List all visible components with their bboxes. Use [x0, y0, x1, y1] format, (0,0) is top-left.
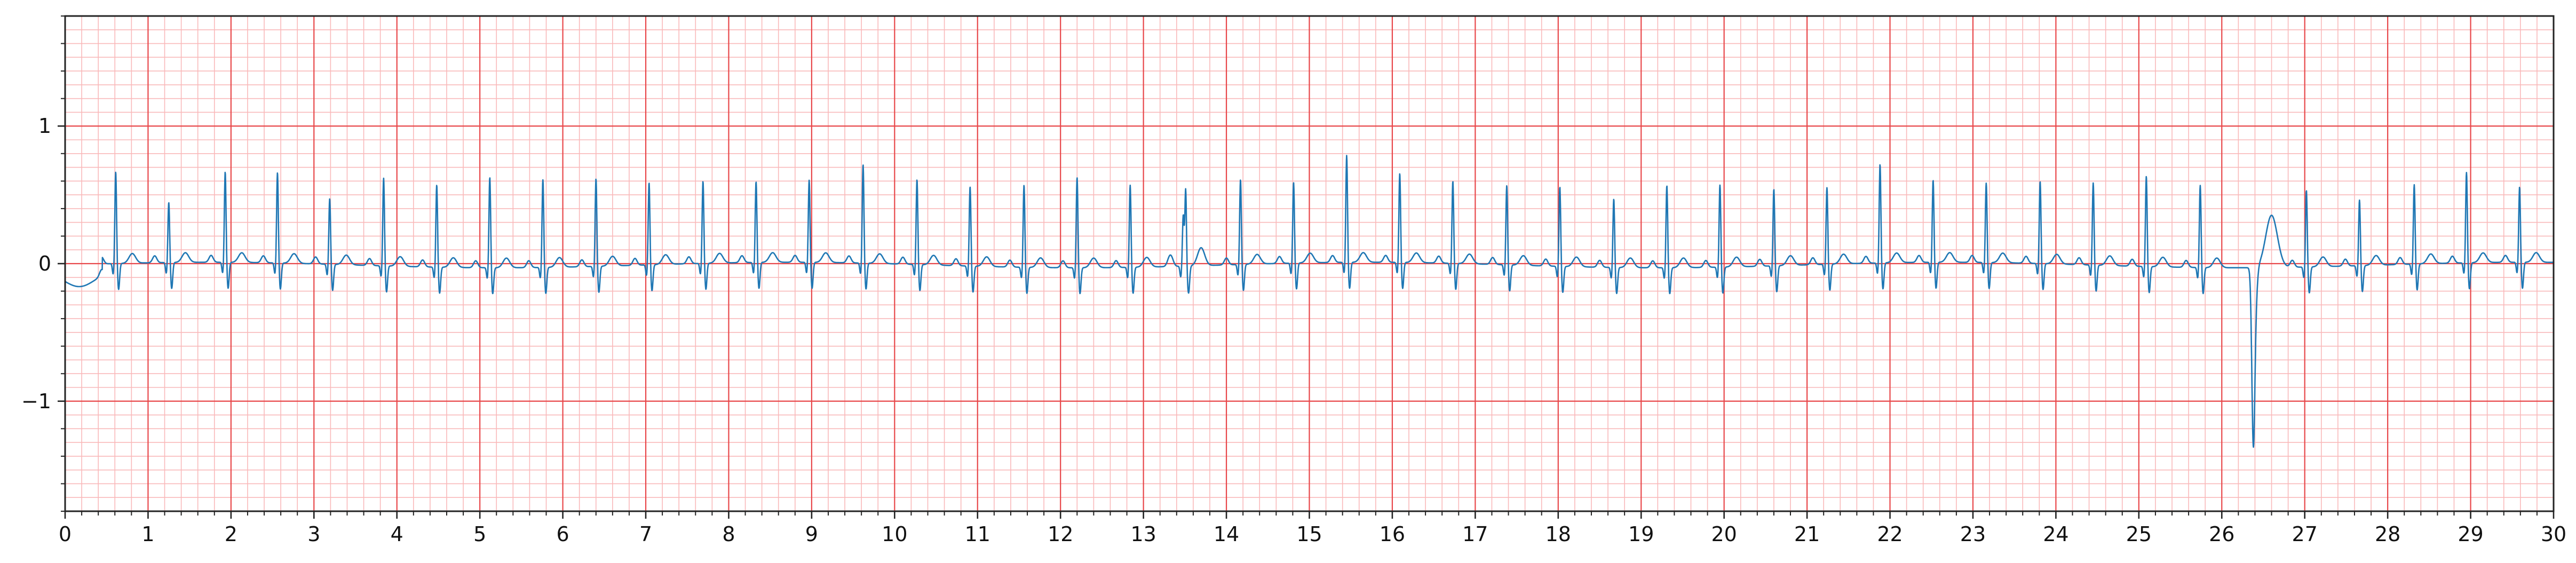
- x-tick-label: 10: [882, 522, 907, 546]
- x-tick-label: 6: [557, 522, 569, 546]
- x-tick-label: 21: [1794, 522, 1820, 546]
- y-tick-label: 1: [38, 114, 51, 138]
- x-tick-label: 2: [225, 522, 237, 546]
- x-tick-label: 14: [1214, 522, 1239, 546]
- x-tick-label: 23: [1960, 522, 1986, 546]
- x-tick-label: 0: [59, 522, 72, 546]
- x-tick-label: 17: [1462, 522, 1488, 546]
- major-grid: [64, 16, 2555, 511]
- x-tick-label: 13: [1130, 522, 1156, 546]
- y-axis: 1 0 −1: [21, 15, 65, 512]
- x-tick-label: 24: [2043, 522, 2068, 546]
- y-tick-label: 0: [38, 252, 51, 275]
- ecg-trace-line: [65, 155, 2554, 448]
- x-tick-label: 19: [1628, 522, 1654, 546]
- x-tick-label: 7: [639, 522, 652, 546]
- x-tick-label: 26: [2209, 522, 2234, 546]
- x-tick-label: 4: [391, 522, 403, 546]
- x-tick-label: 20: [1711, 522, 1737, 546]
- x-tick-label: 1: [141, 522, 154, 546]
- x-tick-label: 29: [2458, 522, 2483, 546]
- x-tick-label: 22: [1877, 522, 1903, 546]
- y-tick-label: −1: [21, 390, 51, 413]
- x-tick-label: 27: [2292, 522, 2318, 546]
- x-tick-label: 30: [2541, 522, 2566, 546]
- x-tick-label: 15: [1296, 522, 1322, 546]
- x-tick-label: 18: [1545, 522, 1571, 546]
- x-axis: 0 1 2 3 4 5 6 7 8 9 10 11 12 13 14 15 16 17 18 19 20 21 22 23 24…: [59, 511, 2566, 546]
- x-tick-label: 16: [1380, 522, 1405, 546]
- x-tick-label: 25: [2126, 522, 2152, 546]
- x-tick-label: 28: [2375, 522, 2400, 546]
- x-tick-label: 8: [722, 522, 735, 546]
- x-tick-label: 3: [307, 522, 320, 546]
- x-tick-label: 5: [473, 522, 486, 546]
- x-tick-label: 11: [965, 522, 990, 546]
- x-tick-label: 9: [805, 522, 818, 546]
- x-tick-label: 12: [1048, 522, 1073, 546]
